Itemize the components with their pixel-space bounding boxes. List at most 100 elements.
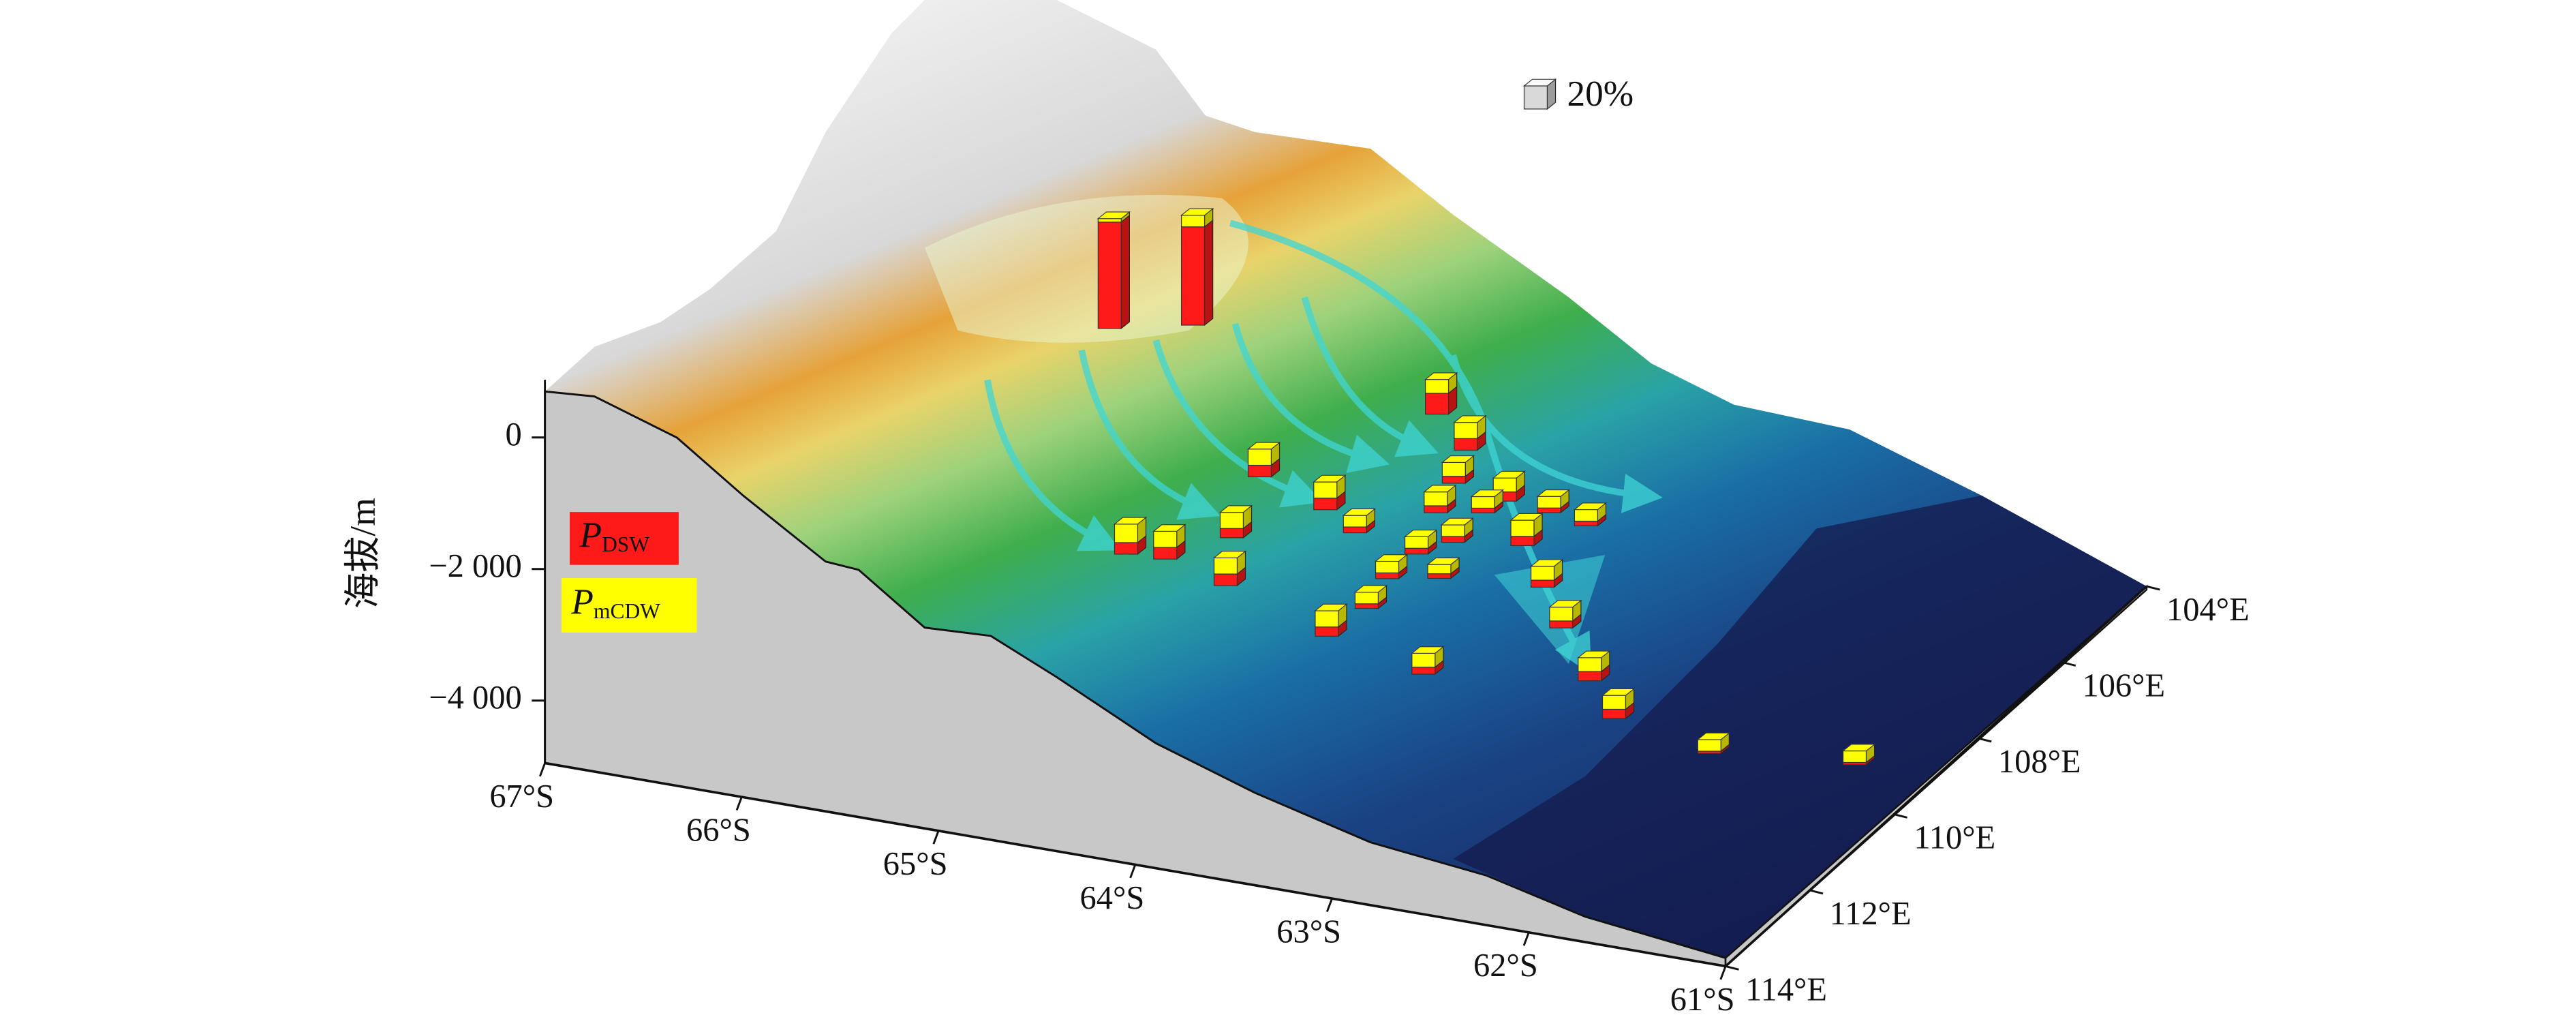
flow-arrow <box>1078 349 1221 520</box>
bar-top <box>1403 530 1438 537</box>
lat-tick <box>1129 864 1137 879</box>
mcdw-bar <box>1114 524 1139 543</box>
dsw-bar <box>1114 542 1139 555</box>
lon-tick-label: 112°E <box>1830 896 1912 932</box>
dsw-bar <box>1313 498 1338 511</box>
legend-subscript: DSW <box>602 532 649 556</box>
bar-top <box>1313 474 1347 483</box>
bar-top <box>1453 415 1487 423</box>
lon-tick-label: 114°E <box>1745 971 1827 1008</box>
flow-arrow <box>1450 354 1663 513</box>
legend-swatch <box>569 512 679 565</box>
dsw-bar <box>1375 572 1400 579</box>
mcdw-bar <box>1313 481 1338 499</box>
dsw-bar <box>1441 476 1466 484</box>
mcdw-bar <box>1181 215 1206 228</box>
bar-top <box>1509 513 1544 521</box>
mcdw-bar <box>1097 218 1122 223</box>
lat-tick-label: 64°S <box>1080 880 1145 916</box>
lon-axis-line <box>1724 585 2148 967</box>
mcdw-bar <box>1510 519 1535 537</box>
dsw-bar <box>1510 536 1535 547</box>
dsw-bar <box>1471 507 1495 513</box>
bar-top <box>1536 489 1570 497</box>
mcdw-bar <box>1697 739 1721 752</box>
bar-top <box>1548 600 1582 608</box>
bar-top <box>1180 208 1214 216</box>
mcdw-bar <box>1424 379 1450 394</box>
elevation-tick-label: 0 <box>505 416 521 453</box>
bar-top <box>1424 372 1458 380</box>
lon-tick <box>1725 965 1739 971</box>
bar-top <box>1411 646 1445 654</box>
dsw-bar <box>1315 626 1339 637</box>
mcdw-bar <box>1842 750 1867 763</box>
mcdw-bar <box>1578 657 1602 672</box>
flow-arrow <box>1152 339 1323 508</box>
mcdw-bar <box>1537 496 1561 509</box>
dsw-bar <box>1343 526 1367 534</box>
dsw-bar <box>1601 708 1627 719</box>
mcdw-bar <box>1213 557 1238 575</box>
mcdw-bar <box>1441 524 1465 537</box>
lat-tick <box>539 762 546 777</box>
scale-label: 20% <box>1567 74 1634 114</box>
lat-tick <box>1719 965 1727 980</box>
lat-tick-label: 61°S <box>1670 982 1735 1018</box>
bar-top <box>1246 442 1281 450</box>
lat-tick-label: 66°S <box>686 813 751 849</box>
bar-top <box>1426 557 1460 565</box>
mcdw-bar <box>1315 610 1339 628</box>
bar-top <box>1218 505 1253 513</box>
lat-tick-label: 67°S <box>489 778 554 815</box>
dsw-bar <box>1097 222 1122 329</box>
mcdw-bar <box>1549 606 1574 622</box>
mcdw-bar <box>1471 496 1495 509</box>
mcdw-bar <box>1219 511 1244 529</box>
legend-symbol: P <box>579 515 602 555</box>
lat-tick <box>1325 898 1333 913</box>
mcdw-bar <box>1343 515 1367 528</box>
lon-tick <box>2062 661 2076 667</box>
mcdw-bar <box>1441 461 1466 477</box>
dsw-bar-side <box>1120 214 1130 330</box>
bar-top <box>1492 470 1527 479</box>
bar-top <box>1342 508 1377 516</box>
elevation-tick-label: −4 000 <box>429 680 521 716</box>
bar-top <box>1113 517 1148 525</box>
legend-symbol: P <box>570 581 594 622</box>
bar-top <box>1470 489 1505 498</box>
dsw-bar <box>1213 573 1238 586</box>
mcdw-bar <box>1574 509 1598 522</box>
lon-tick-label: 104°E <box>2166 592 2250 628</box>
scale-cube <box>1523 85 1548 110</box>
bar-top <box>1573 502 1608 511</box>
lon-tick-label: 108°E <box>1998 744 2081 780</box>
dsw-bar <box>1411 667 1436 675</box>
bar-top <box>1577 650 1611 658</box>
dsw-bar <box>1454 438 1478 451</box>
flow-arrow <box>984 379 1121 551</box>
lat-tick <box>932 830 940 845</box>
legend-swatch <box>561 578 697 633</box>
bar-top <box>1314 603 1348 611</box>
elevation-tick-label: −2 000 <box>429 548 521 584</box>
lat-tick-label: 65°S <box>883 846 948 882</box>
bar-top <box>1374 554 1409 562</box>
mcdw-bar <box>1601 695 1627 710</box>
lon-tick <box>2146 585 2160 591</box>
front-wall <box>544 390 1727 968</box>
bar-top <box>1601 688 1636 696</box>
flow-arrow <box>1301 296 1439 457</box>
mcdw-bar <box>1424 491 1448 506</box>
bar-top <box>1097 211 1131 219</box>
legend-label: PmCDW <box>570 581 660 623</box>
dsw-bar <box>1424 393 1450 415</box>
marks: 0 −2 000 −4 000 67°S 66°S 65°S 64°S 63°S 62°S 61°… <box>429 74 2249 1018</box>
dsw-bar <box>1354 603 1379 609</box>
lat-tick <box>735 796 743 811</box>
mcdw-bar <box>1247 449 1272 466</box>
mcdw-bar <box>1530 566 1555 581</box>
lon-tick-label: 106°E <box>2082 668 2165 704</box>
lat-tick-label: 63°S <box>1276 914 1341 950</box>
